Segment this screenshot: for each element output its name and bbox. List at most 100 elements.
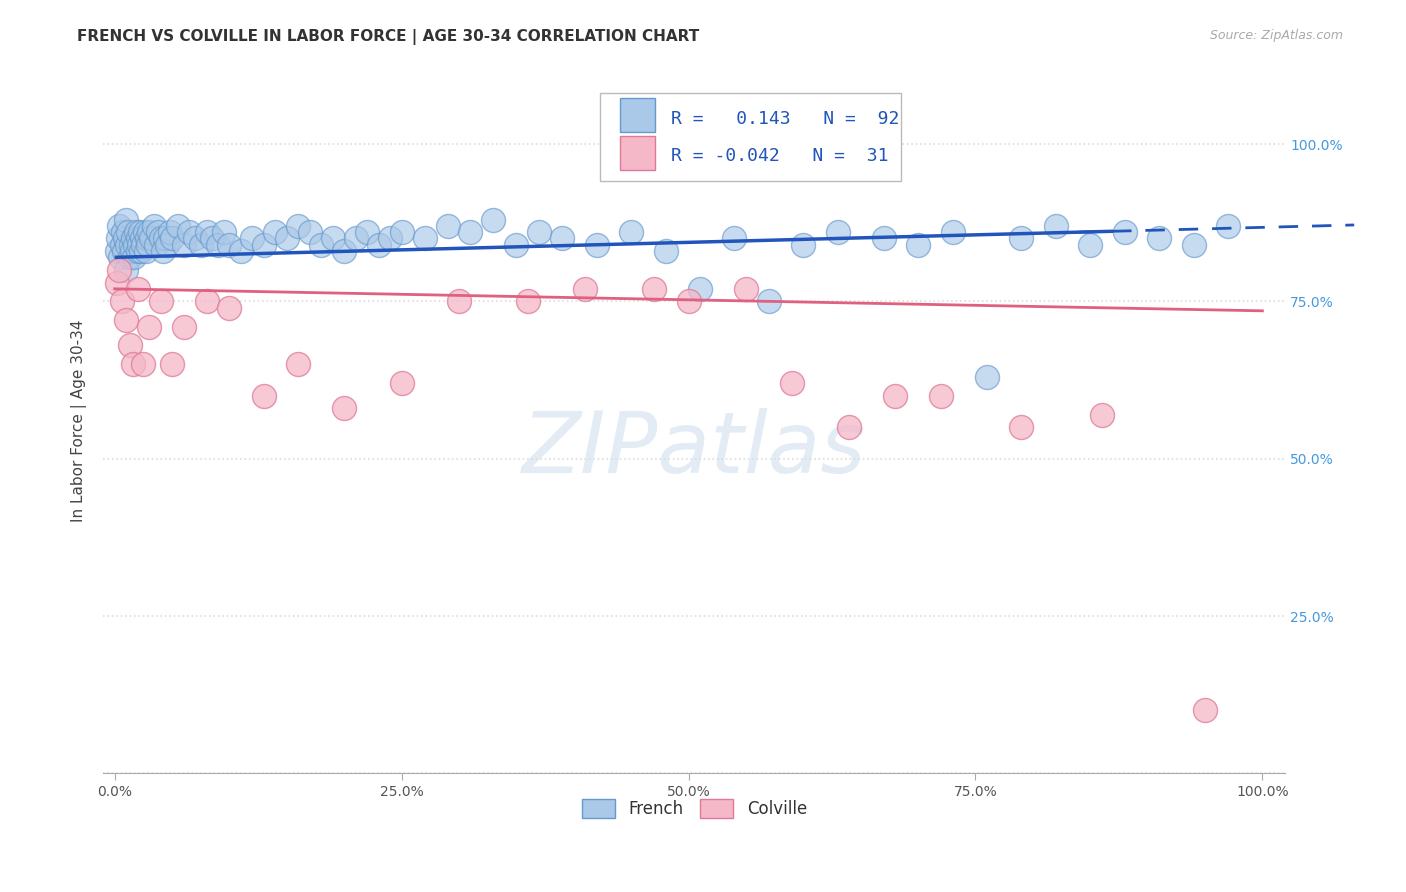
Legend: French, Colville: French, Colville xyxy=(575,792,814,825)
Point xyxy=(117,237,139,252)
Point xyxy=(195,294,218,309)
Point xyxy=(218,301,240,315)
Point xyxy=(378,231,401,245)
FancyBboxPatch shape xyxy=(620,98,655,132)
Point xyxy=(1216,219,1239,233)
Point xyxy=(156,237,179,252)
Point xyxy=(138,319,160,334)
Point xyxy=(333,244,356,258)
Point xyxy=(195,225,218,239)
Point xyxy=(201,231,224,245)
Text: FRENCH VS COLVILLE IN LABOR FORCE | AGE 30-34 CORRELATION CHART: FRENCH VS COLVILLE IN LABOR FORCE | AGE … xyxy=(77,29,700,45)
Point xyxy=(723,231,745,245)
Point xyxy=(551,231,574,245)
Point xyxy=(105,276,128,290)
Point xyxy=(620,225,643,239)
Text: Source: ZipAtlas.com: Source: ZipAtlas.com xyxy=(1209,29,1343,42)
Point xyxy=(941,225,963,239)
Point xyxy=(159,225,181,239)
Point xyxy=(436,219,458,233)
Point xyxy=(654,244,676,258)
Point xyxy=(122,231,145,245)
Point xyxy=(505,237,527,252)
Point xyxy=(212,225,235,239)
Point xyxy=(447,294,470,309)
Point xyxy=(114,231,136,245)
Point xyxy=(132,237,155,252)
Point xyxy=(976,370,998,384)
Point xyxy=(134,225,156,239)
Point xyxy=(322,231,344,245)
Point xyxy=(135,231,157,245)
Point xyxy=(344,231,367,245)
Point xyxy=(1045,219,1067,233)
Point xyxy=(138,225,160,239)
Point xyxy=(115,263,138,277)
Point xyxy=(145,237,167,252)
Point xyxy=(1147,231,1170,245)
Text: R = -0.042   N =  31: R = -0.042 N = 31 xyxy=(671,147,889,165)
Point xyxy=(298,225,321,239)
Point xyxy=(166,219,188,233)
Point xyxy=(136,237,159,252)
Point xyxy=(128,237,150,252)
Point xyxy=(124,237,146,252)
Point xyxy=(838,420,860,434)
FancyBboxPatch shape xyxy=(600,93,901,181)
Point xyxy=(127,282,149,296)
Point xyxy=(643,282,665,296)
Point xyxy=(585,237,607,252)
Text: R =   0.143   N =  92: R = 0.143 N = 92 xyxy=(671,110,898,128)
Point xyxy=(391,376,413,391)
Point xyxy=(367,237,389,252)
Point xyxy=(108,263,131,277)
Point xyxy=(929,389,952,403)
Point xyxy=(160,231,183,245)
Point xyxy=(1091,408,1114,422)
Point xyxy=(253,237,276,252)
Point xyxy=(132,357,155,371)
Point xyxy=(735,282,758,296)
Point xyxy=(242,231,264,245)
Point xyxy=(482,212,505,227)
Text: ZIPatlas: ZIPatlas xyxy=(522,408,866,491)
Point xyxy=(127,231,149,245)
Point xyxy=(391,225,413,239)
Point xyxy=(107,231,129,245)
Point xyxy=(253,389,276,403)
Point xyxy=(135,244,157,258)
Point xyxy=(125,225,148,239)
Point xyxy=(149,294,172,309)
Point xyxy=(160,357,183,371)
Point xyxy=(110,294,132,309)
Point xyxy=(131,231,153,245)
Point xyxy=(827,225,849,239)
Point xyxy=(120,237,142,252)
Point xyxy=(153,231,176,245)
Point xyxy=(148,225,170,239)
Point xyxy=(413,231,436,245)
Point xyxy=(792,237,814,252)
Point xyxy=(108,219,131,233)
Point xyxy=(333,401,356,416)
Point xyxy=(218,237,240,252)
Point xyxy=(179,225,201,239)
Point xyxy=(1010,420,1032,434)
Point xyxy=(1010,231,1032,245)
Point xyxy=(190,237,212,252)
Point xyxy=(758,294,780,309)
Point xyxy=(115,313,138,327)
Point xyxy=(122,250,145,264)
Point xyxy=(872,231,894,245)
Point xyxy=(129,244,152,258)
Point xyxy=(1182,237,1205,252)
Point xyxy=(780,376,803,391)
Point xyxy=(884,389,907,403)
Point xyxy=(689,282,711,296)
Point xyxy=(152,244,174,258)
Point xyxy=(173,319,195,334)
Point xyxy=(173,237,195,252)
Point xyxy=(129,225,152,239)
FancyBboxPatch shape xyxy=(620,136,655,169)
Point xyxy=(184,231,207,245)
